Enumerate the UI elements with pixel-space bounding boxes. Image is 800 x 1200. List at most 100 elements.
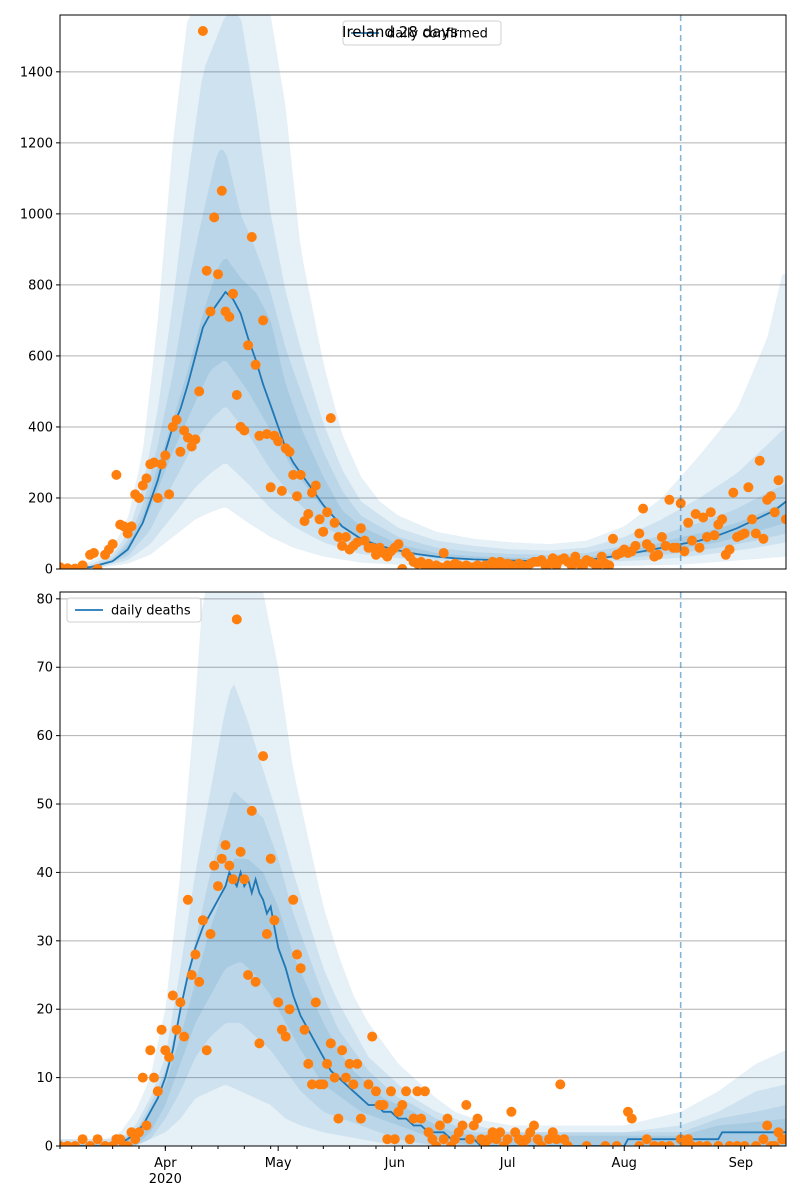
observed-point: [472, 1113, 483, 1124]
observed-point: [292, 491, 302, 502]
observed-point: [126, 521, 137, 532]
observed-point: [461, 1100, 472, 1110]
observed-point: [434, 1120, 445, 1131]
observed-point: [781, 1134, 786, 1145]
observed-point: [194, 976, 205, 987]
y-tick-label: 0: [45, 563, 53, 578]
y-tick-label: 80: [36, 592, 53, 607]
observed-point: [690, 509, 701, 519]
observed-point: [325, 413, 336, 424]
observed-point: [250, 976, 261, 987]
observed-point: [318, 526, 329, 537]
observed-point: [378, 1100, 389, 1110]
observed-point: [333, 1113, 344, 1124]
observed-point: [419, 1086, 430, 1097]
observed-point: [295, 469, 306, 480]
observed-point: [261, 429, 272, 440]
x-tick-label: Apr: [154, 1156, 177, 1171]
observed-point: [766, 491, 776, 502]
observed-point: [190, 434, 201, 445]
observed-point: [156, 1024, 167, 1035]
observed-point: [344, 1058, 355, 1069]
observed-point: [626, 1113, 637, 1124]
plot-area: [60, 592, 786, 1146]
observed-point: [352, 1058, 363, 1069]
observed-point: [88, 548, 99, 558]
y-tick-label: 1000: [20, 207, 53, 222]
observed-point: [641, 1134, 652, 1145]
observed-point: [273, 997, 284, 1008]
observed-point: [675, 498, 686, 509]
observed-point: [724, 544, 735, 555]
median-line: [60, 868, 786, 1146]
observed-point: [209, 860, 220, 871]
observed-point: [634, 1141, 645, 1146]
observed-point: [656, 1141, 667, 1146]
observed-point: [194, 386, 205, 397]
ci-band-25: [60, 258, 786, 569]
observed-point: [495, 1127, 506, 1138]
observed-point: [152, 1086, 163, 1097]
figure-title: Ireland 28 days: [342, 23, 458, 41]
observed-point: [769, 1141, 780, 1146]
observed-point: [216, 853, 227, 864]
y-tick-label: 600: [28, 349, 53, 364]
observed-point: [284, 446, 295, 457]
observed-point: [747, 514, 758, 525]
ci-band-25: [60, 858, 786, 1146]
observed-point: [687, 1141, 697, 1146]
observed-point: [288, 469, 299, 480]
observed-point: [329, 517, 340, 528]
observed-point: [529, 1120, 539, 1131]
observed-point: [337, 1045, 348, 1056]
observed-point: [664, 1141, 675, 1146]
observed-point: [122, 1141, 133, 1146]
observed-point: [340, 532, 351, 542]
observed-point: [85, 1141, 96, 1146]
observed-point: [758, 1134, 769, 1145]
observed-point: [265, 482, 276, 493]
observed-point: [197, 26, 208, 36]
observed-point: [137, 1072, 148, 1083]
legend-label: daily confirmed: [387, 27, 488, 42]
y-tick-label: 60: [36, 729, 53, 744]
observed-point: [702, 532, 712, 542]
y-tick-label: 800: [28, 278, 53, 293]
observed-point: [611, 1141, 622, 1146]
y-tick-label: 40: [36, 866, 53, 881]
observed-point: [292, 949, 302, 960]
y-tick-label: 30: [36, 934, 53, 949]
observed-point: [269, 915, 280, 926]
observed-point: [724, 1141, 735, 1146]
observed-point: [250, 359, 261, 370]
observed-point: [156, 459, 167, 470]
y-tick-label: 200: [28, 491, 53, 506]
observed-point: [412, 1086, 423, 1097]
legend-box: [342, 20, 502, 46]
observed-point: [205, 306, 216, 317]
observed-point: [220, 840, 231, 851]
observed-point: [592, 560, 603, 569]
observed-point: [164, 1052, 175, 1063]
observed-point: [750, 1141, 761, 1146]
observed-point: [679, 546, 690, 557]
observed-point: [70, 563, 80, 569]
observed-point: [111, 469, 122, 480]
observed-point: [310, 480, 321, 491]
x-tick-label: Jun: [384, 1156, 405, 1171]
observed-point: [134, 1127, 144, 1138]
observed-point: [337, 540, 348, 551]
observed-point: [190, 949, 201, 960]
observed-point: [303, 1058, 314, 1069]
observed-point: [164, 489, 175, 500]
observed-point: [70, 1141, 80, 1146]
observed-point: [717, 514, 728, 525]
observed-point: [340, 1072, 351, 1083]
y-tick-label: 70: [36, 661, 53, 676]
observed-point: [149, 457, 159, 468]
observed-point: [243, 340, 254, 351]
observed-point: [77, 560, 88, 569]
y-tick-label: 10: [36, 1071, 53, 1086]
observed-point: [397, 564, 408, 569]
